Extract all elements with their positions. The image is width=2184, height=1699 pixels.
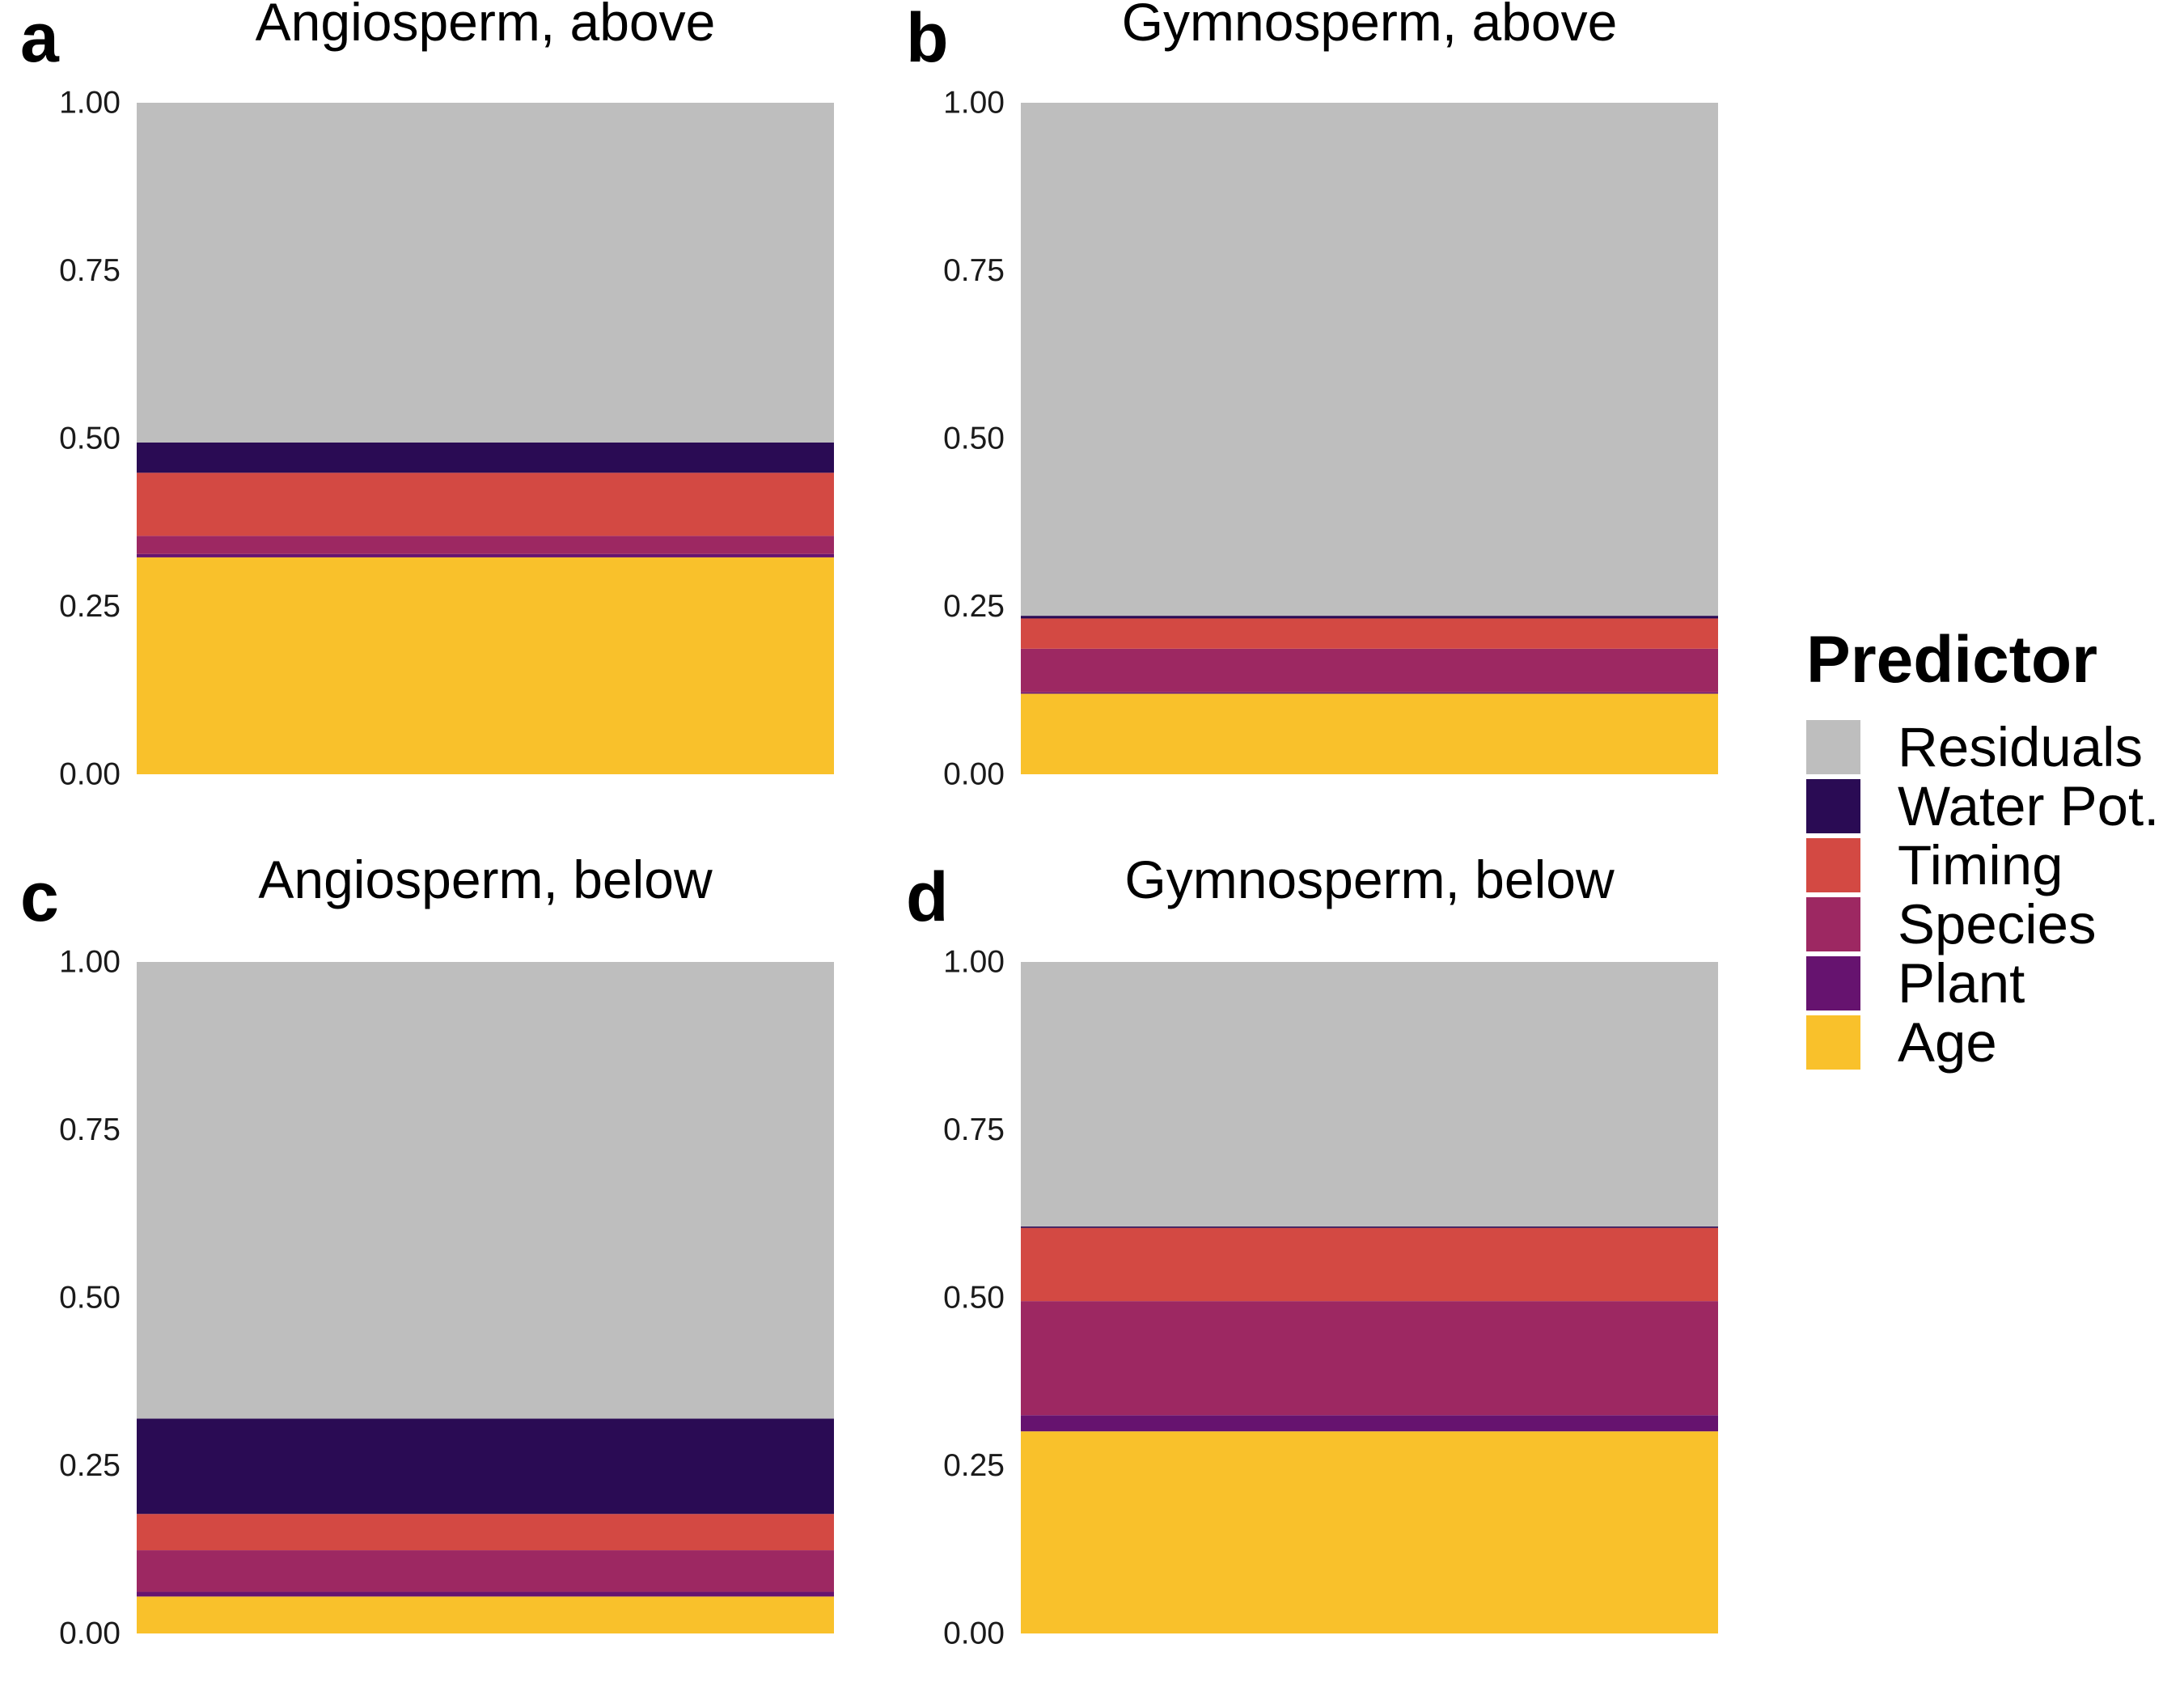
y-tick-label: 0.50 bbox=[943, 422, 1005, 456]
legend-swatch bbox=[1806, 720, 1860, 774]
y-tick-label: 1.00 bbox=[59, 945, 121, 980]
legend-swatch bbox=[1806, 956, 1860, 1011]
y-tick-label: 0.00 bbox=[943, 1616, 1005, 1651]
bar-segment-b-timing bbox=[1021, 618, 1718, 649]
legend-item: Species bbox=[1806, 895, 2159, 954]
bar-segment-c-plant bbox=[137, 1591, 834, 1597]
panel-title-a: Angiosperm, above bbox=[255, 0, 716, 52]
bar-segment-b-water-pot bbox=[1021, 616, 1718, 619]
y-tick-label: 1.00 bbox=[59, 86, 121, 121]
y-tick-label: 0.00 bbox=[59, 1616, 121, 1651]
legend-swatch bbox=[1806, 838, 1860, 892]
y-tick-label: 0.75 bbox=[59, 1112, 121, 1147]
panel-d-plot: 0.00 0.25 0.50 0.75 1.00 bbox=[943, 945, 1718, 1651]
legend-label: Species bbox=[1898, 893, 2097, 955]
panel-c-plot: 0.00 0.25 0.50 0.75 1.00 bbox=[59, 945, 834, 1651]
legend-item: Timing bbox=[1806, 836, 2159, 895]
panel-title-d: Gymnosperm, below bbox=[1124, 850, 1615, 909]
bar-segment-d-species bbox=[1021, 1301, 1718, 1416]
y-tick-label: 0.50 bbox=[59, 1281, 121, 1316]
y-tick-label: 0.25 bbox=[59, 589, 121, 624]
y-tick-label: 0.25 bbox=[943, 1448, 1005, 1483]
panel-letter-c: c bbox=[20, 858, 59, 936]
bar-segment-c-species bbox=[137, 1550, 834, 1592]
bar-segment-a-water-pot bbox=[137, 442, 834, 473]
y-tick-label: 1.00 bbox=[943, 86, 1005, 121]
bar-segment-a-timing bbox=[137, 472, 834, 536]
legend-item: Plant bbox=[1806, 954, 2159, 1013]
bar-segment-a-species bbox=[137, 536, 834, 554]
bar-segment-b-species bbox=[1021, 648, 1718, 693]
y-tick-label: 0.25 bbox=[943, 589, 1005, 624]
bar-segment-c-residuals bbox=[137, 962, 834, 1419]
legend-swatch bbox=[1806, 897, 1860, 951]
legend-swatch bbox=[1806, 779, 1860, 833]
legend-label: Timing bbox=[1898, 834, 2063, 896]
panel-letter-b: b bbox=[906, 0, 949, 77]
legend-item: Water Pot. bbox=[1806, 777, 2159, 836]
y-tick-label: 0.50 bbox=[943, 1281, 1005, 1316]
y-tick-label: 0.50 bbox=[59, 422, 121, 456]
y-tick-label: 0.75 bbox=[59, 253, 121, 288]
legend-item: Residuals bbox=[1806, 718, 2159, 777]
legend-title: Predictor bbox=[1806, 623, 2097, 697]
legend-label: Water Pot. bbox=[1898, 775, 2160, 837]
bar-segment-a-residuals bbox=[137, 103, 834, 443]
y-tick-label: 0.00 bbox=[943, 757, 1005, 792]
y-tick-label: 1.00 bbox=[943, 945, 1005, 980]
y-tick-label: 0.75 bbox=[943, 1112, 1005, 1147]
y-tick-label: 0.75 bbox=[943, 253, 1005, 288]
bar-segment-b-residuals bbox=[1021, 103, 1718, 616]
bar-segment-c-water-pot bbox=[137, 1418, 834, 1515]
bar-segment-d-water-pot bbox=[1021, 1227, 1718, 1228]
panel-letter-a: a bbox=[20, 0, 59, 77]
bar-segment-a-plant bbox=[137, 553, 834, 557]
bar-segment-d-timing bbox=[1021, 1227, 1718, 1302]
panel-b-plot: 0.00 0.25 0.50 0.75 1.00 bbox=[943, 86, 1718, 792]
legend-item: Age bbox=[1806, 1013, 2159, 1072]
legend-label: Plant bbox=[1898, 952, 2025, 1015]
bar-segment-c-age bbox=[137, 1596, 834, 1633]
y-tick-label: 0.25 bbox=[59, 1448, 121, 1483]
bar-segment-b-plant bbox=[1021, 692, 1718, 694]
panel-letter-d: d bbox=[906, 858, 949, 936]
bar-segment-d-age bbox=[1021, 1431, 1718, 1633]
bar-segment-d-plant bbox=[1021, 1415, 1718, 1432]
legend-swatch bbox=[1806, 1015, 1860, 1070]
y-tick-label: 0.00 bbox=[59, 757, 121, 792]
panel-a-plot: 0.00 0.25 0.50 0.75 1.00 bbox=[59, 86, 834, 792]
panel-title-b: Gymnosperm, above bbox=[1121, 0, 1618, 52]
legend-label: Age bbox=[1898, 1011, 1997, 1074]
legend-items: Residuals Water Pot. Timing Species Plant Age bbox=[1806, 718, 2159, 1072]
bar-segment-d-residuals bbox=[1021, 962, 1718, 1227]
legend: Predictor Residuals Water Pot. Timing Speci… bbox=[1806, 627, 2159, 1072]
bar-segment-a-age bbox=[137, 557, 834, 774]
legend-label: Residuals bbox=[1898, 716, 2143, 778]
bar-segment-b-age bbox=[1021, 693, 1718, 774]
panel-title-c: Angiosperm, below bbox=[258, 850, 713, 909]
bar-segment-c-timing bbox=[137, 1514, 834, 1551]
